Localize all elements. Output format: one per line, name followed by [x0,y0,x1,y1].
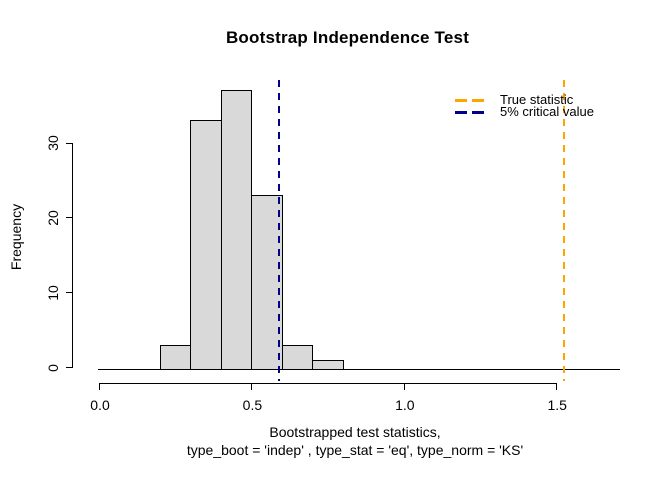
histogram-bar [251,194,283,370]
histogram-bar [190,120,222,370]
histogram-bar [159,344,192,370]
x-axis-line [99,383,558,384]
y-tick-label: 30 [45,135,61,151]
x-tick-label: 1.5 [547,397,567,413]
legend-label: 5% critical value [500,104,594,119]
vline-critical-value [277,80,280,381]
x-axis-label-line1: Bootstrapped test statistics, [269,424,441,440]
x-tick [556,383,558,390]
x-tick-label: 1.0 [395,397,415,413]
legend: True statistic 5% critical value [455,92,594,119]
dashed-line-sample-icon [455,98,485,102]
x-tick-label: 0.0 [90,397,110,413]
dashed-line-sample-icon [455,110,485,114]
y-tick-label: 10 [45,284,61,301]
x-tick [99,383,100,390]
y-tick [66,292,73,294]
x-tick [403,383,405,390]
legend-item: 5% critical value [455,104,594,119]
zero-baseline [98,369,621,370]
y-tick-label: 0 [45,363,61,372]
x-tick-label: 0.5 [242,397,263,413]
histogram-bar [281,344,314,370]
y-tick [66,217,73,219]
legend-label: True statistic [500,92,574,107]
y-tick [66,142,73,144]
legend-item: True statistic [455,92,594,107]
y-tick [66,367,73,368]
x-tick [251,383,253,390]
y-axis-line [72,142,73,368]
plot-title: Bootstrap Independence Test [225,28,470,47]
y-tick-label: 20 [45,210,61,226]
x-axis-label-line2: type_boot = 'indep' , type_stat = 'eq', … [186,442,524,458]
histogram-bar [312,359,344,370]
histogram-bar [220,90,253,370]
vline-true-statistic [562,80,565,381]
